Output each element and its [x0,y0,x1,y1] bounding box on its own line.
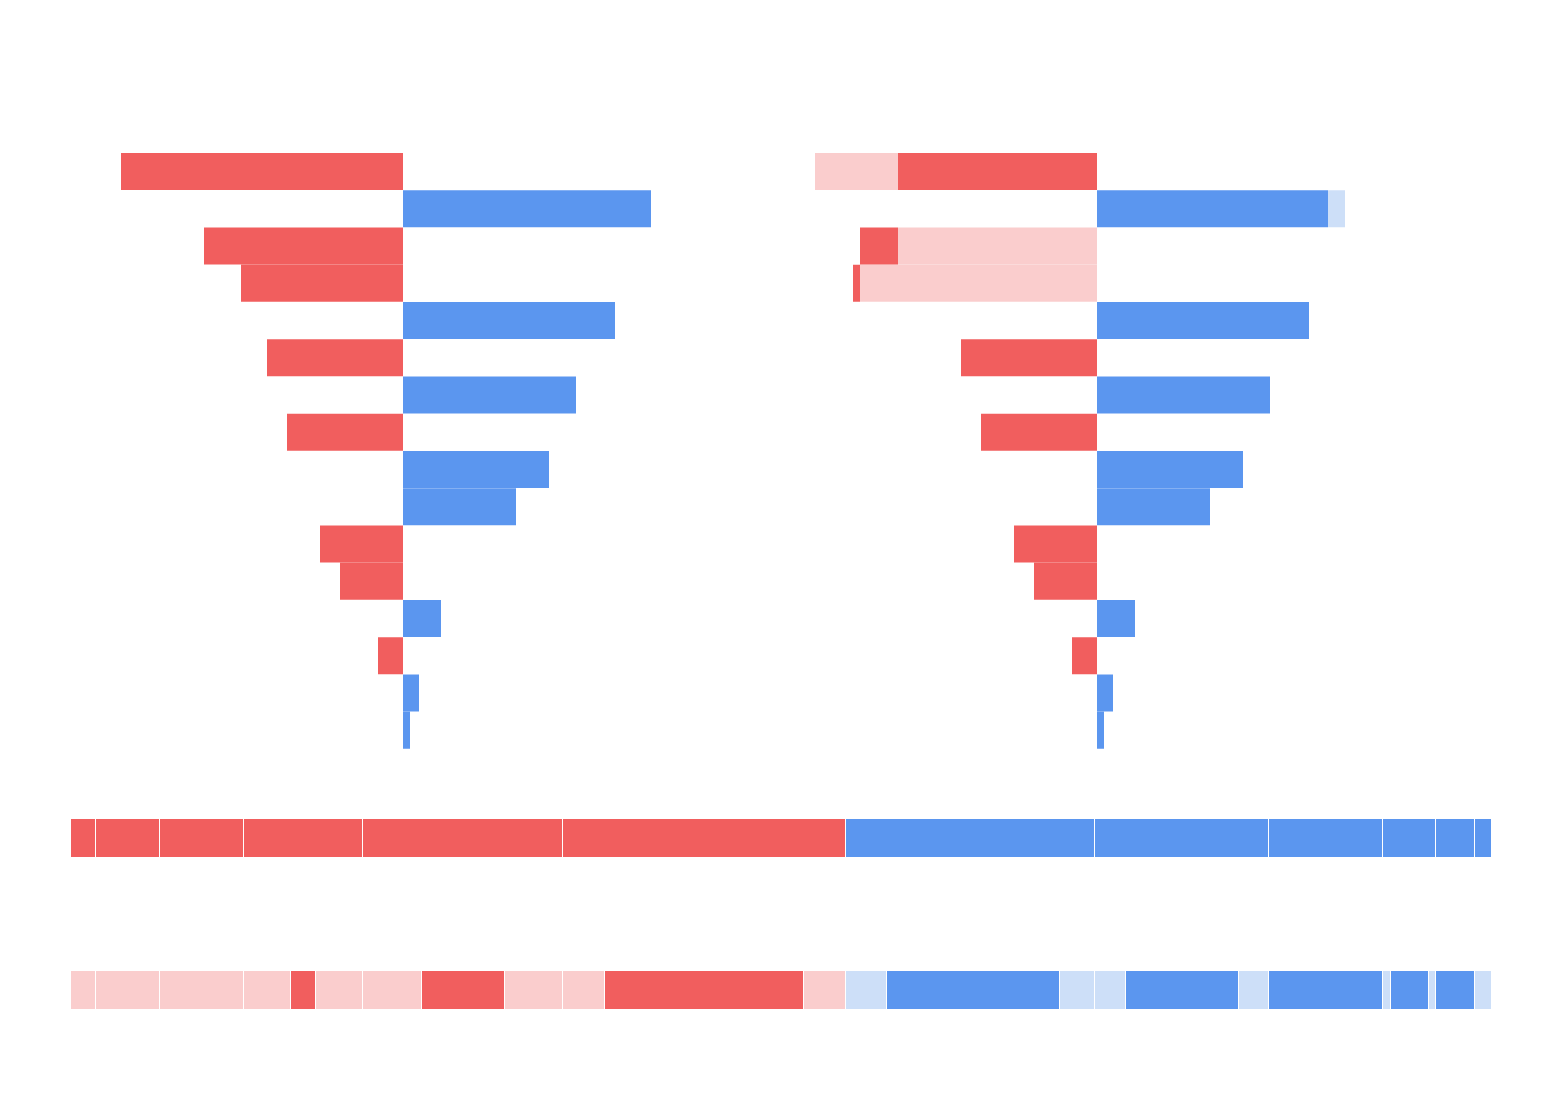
bar [320,525,403,563]
bar-segment [1097,600,1135,637]
bar-segment [1097,190,1328,228]
bar-segment [1072,637,1097,675]
bar-segment [1034,562,1097,600]
strip-segment [291,971,315,1009]
bar-segment [1097,302,1309,339]
strip-segment [1383,819,1435,857]
bar-segment [1097,488,1210,526]
strip-segment [244,971,290,1009]
strip-segment [1436,819,1474,857]
bar [241,264,403,302]
strip-segment [605,971,803,1009]
bar [403,600,441,637]
bar-segment [1097,711,1104,749]
bar [403,711,410,749]
bar [204,227,403,265]
bar [403,376,576,414]
strip-segment [1429,971,1435,1009]
strip-segment [422,971,504,1009]
bar-segment [860,264,1097,302]
strip-segment [160,819,243,857]
strip-segment [96,819,159,857]
strip-segment [563,819,845,857]
strip-segment [1060,971,1094,1009]
bar [287,413,403,451]
strip-segment [1269,819,1382,857]
bar-segment [961,339,1097,377]
strip-segment [363,819,562,857]
bar-segment [1328,190,1345,228]
bar [403,451,549,488]
bar-segment [853,264,860,302]
bar [340,562,403,600]
strip-segment [1269,971,1382,1009]
bar-segment [1097,376,1270,414]
bar-segment [1014,525,1097,563]
strip-segment [1475,971,1491,1009]
strip-segment [846,819,1094,857]
bar-segment [898,227,1097,265]
strip-segment [804,971,845,1009]
bar-segment [898,153,1097,190]
strip-segment [1475,819,1491,857]
strip-segment [1095,971,1125,1009]
bar-segment [981,413,1097,451]
strip-segment [160,971,243,1009]
bar [403,488,516,526]
bar-segment [815,153,898,190]
strip-segment [1436,971,1474,1009]
bar [121,153,403,190]
strip-segment [1383,971,1390,1009]
strip-segment [1239,971,1268,1009]
bar [403,302,615,339]
bar-segment [1097,674,1113,712]
strip-segment [1126,971,1238,1009]
bar [403,674,419,712]
strip-segment [505,971,562,1009]
strip-segment [316,971,362,1009]
strip-segment [1095,819,1268,857]
bar [378,637,403,675]
strip-segment [244,819,362,857]
strip-segment [846,971,886,1009]
bar-segment [860,227,898,265]
strip-segment [563,971,604,1009]
bar [403,190,651,228]
strip-segment [887,971,1059,1009]
strip-segment [363,971,421,1009]
strip-segment [1391,971,1428,1009]
bar [267,339,403,377]
strip-segment [71,971,95,1009]
strip-segment [96,971,159,1009]
strip-segment [71,819,95,857]
bar-segment [1097,451,1243,488]
